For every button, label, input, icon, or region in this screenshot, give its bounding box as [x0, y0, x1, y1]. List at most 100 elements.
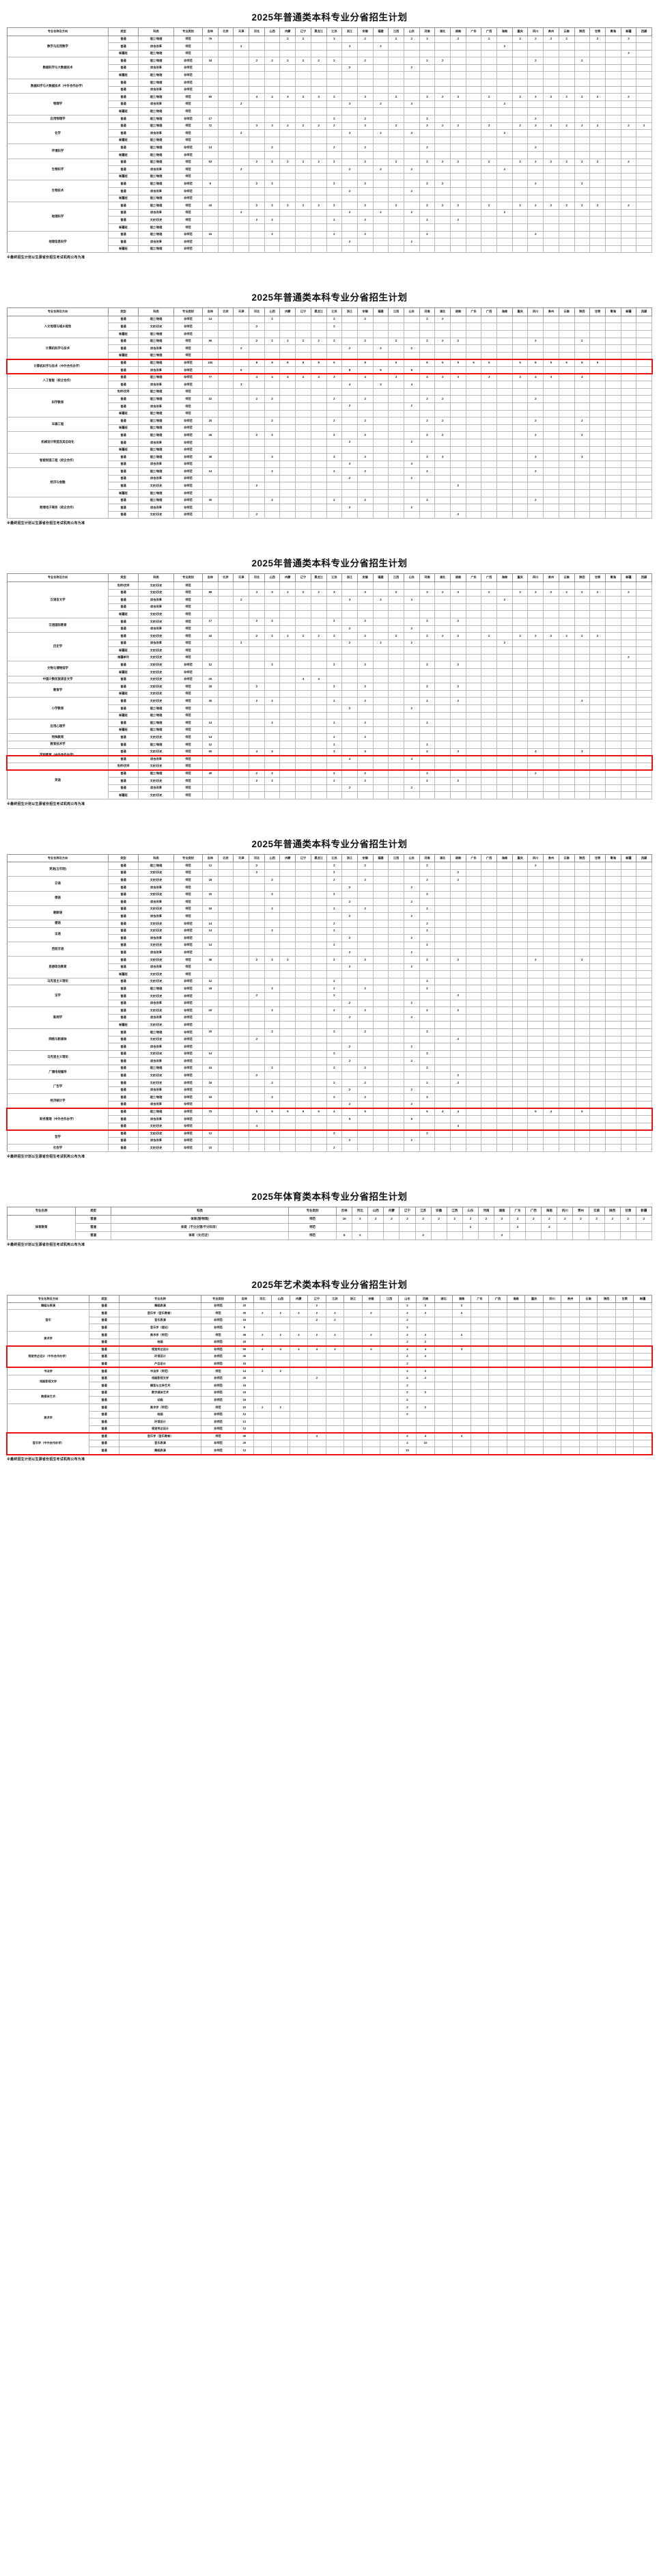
table-row[interactable]: 教育学 普通 文史/历史 师范 18 2 2 2 2 2	[7, 683, 652, 698]
table-row[interactable]: 新疆班 文史/历史 师范	[8, 610, 652, 618]
table-row[interactable]: 新疆班 理工/物理 师范	[8, 223, 652, 232]
table-row[interactable]: 新疆班 理工/物理 非师范	[8, 330, 652, 338]
table-row[interactable]: 普通 综合改革 非师范 2 2	[8, 504, 652, 512]
table-row[interactable]: 戏剧影视文学 普通 戏剧影视文学 非师范 20 2 2 2	[7, 1374, 652, 1390]
table-row[interactable]: 小学教育 普通 文史/历史 师范 30 2 2 2 2 2 2 2	[7, 697, 652, 720]
table-row[interactable]: 数媒体艺术 普通 数字媒体艺术 非师范 24 2 2	[7, 1388, 652, 1404]
table-row[interactable]: 普通 综合改革 师范 2 2	[8, 912, 652, 920]
table-row[interactable]: 经济与金融 普通 理工/物理 非师范 14 2 2 2 2 2	[7, 467, 652, 497]
table-row[interactable]: 美术学 普通 美术学（师范） 师范 36 2 2 2 2 2 2 2 2 2	[7, 1330, 652, 1347]
table-row[interactable]: 视觉传达设计（中外合作办学） 普通 视觉传达设计 非师范 50 4 4 4 4 3 4 4 4 3	[7, 1345, 652, 1368]
table-row[interactable]: 新疆班 理工/物理 非师范	[8, 71, 652, 80]
table-row[interactable]: 智能制造工程（校企合作） 普通 理工/物理 非师范 38 3 3 3 3 3 3 3	[7, 453, 652, 469]
table-row[interactable]: 数据科学与大数据技术（中外合作办学） 普通 理工/物理 非师范	[7, 79, 652, 94]
table-row[interactable]: 普通 文史/历史 非师范 2 2	[8, 510, 652, 519]
table-row[interactable]: 英语 免师/优师 文史/历史 师范	[7, 762, 652, 799]
table-row[interactable]: 中国少数民族语言文学 普通 文史/历史 非师范 20 4 4	[7, 675, 652, 684]
table-row[interactable]: 普通 综合改革 非师范 2 2	[8, 238, 652, 246]
table-row[interactable]: 新疆班 文史/历史 师范	[8, 791, 652, 799]
table-row[interactable]: 新疆班 文史/历史 师范	[8, 970, 652, 978]
table-row[interactable]: 普通 产品设计 非师范 15 2	[8, 1360, 652, 1368]
table-row[interactable]: 汉语言文学 免师/优师 文史/历史 师范	[7, 581, 652, 618]
table-row[interactable]: 地理信息科学 普通 理工/物理 非师范 16 2 2 2 2 2	[7, 230, 652, 254]
table-row[interactable]: 普通 综合改革 非师范 2 2	[8, 999, 652, 1008]
table-row[interactable]: 文物与博物馆学 普通 文史/历史 非师范 12 2 2 2 2 2	[7, 661, 652, 676]
table-row[interactable]: 财务管理（中外合作办学） 普通 理工/物理 非师范 75 5 5 5 5 5 4 5 5 4 4 5 4 5	[7, 1108, 652, 1131]
table-row[interactable]: 普通 文史/历史 师范 88 3 3 2 2 2 3 3 2 3 2 3 2 2 3 2 2 2 2 2	[8, 588, 652, 597]
table-row[interactable]: 新疆班 文史/历史 非师范	[8, 1021, 652, 1029]
table-row[interactable]: 普通 综合改革 非师范 2 2	[8, 187, 652, 195]
table-row[interactable]: 普通 文史/历史 非师范 2 2 2	[8, 991, 652, 1000]
table-row[interactable]: 人文地理与城乡规划 普通 理工/物理 非师范 14 2 2 2 2 2	[7, 315, 652, 338]
table-row[interactable]: 体育教育 普通 体育(理/物理) 师范 16 3 2 2 2 2 2 2 2 2 2 2 2 2 2 2 2 2 2 2	[7, 1215, 652, 1240]
table-row[interactable]: 法学 普通 理工/物理 非师范 18 2 2 2 2	[7, 985, 652, 1008]
table-row[interactable]: 车辆工程 普通 理工/物理 非师范 20 2 2 2 2 2 2 2	[7, 417, 652, 433]
table-row[interactable]: 普通 体育（不分文理/不分科目） 师范 2 2 2	[8, 1223, 652, 1232]
table-row[interactable]: 广播电视编导 普通 理工/物理 非师范 24 2 2 2 2	[7, 1064, 652, 1080]
table-row[interactable]: 新疆班 理工/物理 师范	[8, 172, 652, 181]
table-row[interactable]: 学前教育（中外合作办学） 普通 文史/历史 师范 60 4 4 3 4 4 3 4 3	[7, 748, 652, 763]
table-row[interactable]: 德语 普通 文史/历史 非师范 14 2 2	[7, 920, 652, 928]
table-row[interactable]: 物理学 普通 理工/物理 师范 60 4 4 3 3 3 2 3 2 3 2 3 2 2 3 2 2 2 2 2	[7, 93, 652, 116]
table-row[interactable]: 思想政治教育 普通 文史/历史 师范 36 2 2 2 2 2 2 2 2 2	[7, 955, 652, 978]
table-row[interactable]: 音乐 普通 音乐学（音乐教育） 师范 30 2 2 2 2 2 2 2 2 2	[7, 1309, 652, 1332]
table-row[interactable]: 新疆班 理工/物理 非师范	[8, 245, 652, 254]
table-row[interactable]: 日语 普通 文史/历史 师范 18 2 2 2 2 2	[7, 876, 652, 892]
table-row[interactable]: 跨境电子商务（校企合作） 普通 理工/物理 非师范 30 2 2 2 2 2	[7, 496, 652, 519]
table-row[interactable]: 新闻学 普通 文史/历史 非师范 20 2 2 2 2 2	[7, 1006, 652, 1029]
table-row[interactable]: 新疆班 理工/物理 师范	[8, 351, 652, 360]
table-row[interactable]: 新疆班 理工/物理 师范	[8, 711, 652, 720]
table-row[interactable]: 马克思主义理论 普通 文史/历史 非师范 12 2 2	[7, 977, 652, 986]
table-row[interactable]: 普通 理工/物理 师范 2 2	[8, 704, 652, 713]
table-row[interactable]: 普通 综合改革 非师范 2 2	[8, 64, 652, 72]
table-row[interactable]: 新疆班 理工/物理 非师范	[8, 424, 652, 433]
table-row[interactable]: 数据科学与大数据技术 普通 理工/物理 非师范 34 2 2 2 2 2 2 2 2 2 2 2	[7, 57, 652, 80]
table-row[interactable]: 普通 文史/历史 非师范 2 2	[8, 323, 652, 331]
table-row[interactable]: 数学与应用数学 普通 理工/物理 师范 76 2 2 3 2 2 2 3 2 2 2 2 2 2 2 3	[7, 35, 652, 58]
table-row[interactable]: 俄语 普通 文史/历史 师范 15 2 2 2	[7, 890, 652, 906]
table-row[interactable]: 机械设计制造及其自动化 普通 理工/物理 非师范 26 2 2 2 2 2 2 2 2	[7, 431, 652, 454]
table-row[interactable]: 新疆班 理工/物理 非师范	[8, 489, 652, 497]
table-row[interactable]: 计算机科学与技术 普通 理工/物理 师范 56 2 2 2 2 2 2 2 2 2 2 2 2 2	[7, 337, 652, 360]
table-row[interactable]: 普通 综合改革 师范 2 2	[8, 883, 652, 892]
table-row[interactable]: 普通 综合改革 师范 2 2 2 2 2	[8, 208, 652, 217]
table-row[interactable]: 应用物理学 普通 理工/物理 非师范 17 2 2 2 2	[7, 115, 652, 123]
table-row[interactable]: 新疆班 理工/物理 非师范	[8, 194, 652, 203]
table-row[interactable]: 应用心理学 普通 理工/物理 师范 14 2 2 2 2	[7, 719, 652, 735]
table-row[interactable]: 普通 综合改革 师范 2 3 2 3 2	[8, 596, 652, 604]
table-row[interactable]: 朝鲜语 普通 文史/历史 师范 16 2 2 2 2	[7, 905, 652, 921]
table-row[interactable]: 网络与新媒体 普通 理工/物理 非师范 20 2 2 2 2	[7, 1028, 652, 1051]
table-row[interactable]: 普通 绘画 非师范 12 2	[8, 1410, 652, 1419]
table-row[interactable]: 经济统计学 普通 理工/物理 非师范 16 2 2 2 2	[7, 1093, 652, 1109]
table-row[interactable]: 美术学 普通 美术学（师范） 师范 22 2 2 2 2	[7, 1403, 652, 1434]
table-row[interactable]: 普通 体育（文/历史） 师范 6 2 2 2	[8, 1231, 652, 1240]
table-row[interactable]: 普通 播音与主持艺术 非师范 16 2	[8, 1382, 652, 1390]
table-row[interactable]: 英语(五年制) 普通 理工/物理 师范 12 2 2 2 2 2	[7, 862, 652, 877]
table-row[interactable]: 科学教育 免师/优师 理工/物理 师范	[7, 387, 652, 418]
table-row[interactable]: 汉语国际教育 普通 文史/历史 师范 17 2 2 2 2 2 2	[7, 617, 652, 633]
table-row[interactable]: 马克思主义理论 普通 文史/历史 非师范 14 2 2	[7, 1050, 652, 1065]
table-row[interactable]: 新疆班 理工/物理 非师范	[8, 151, 652, 159]
table-row[interactable]: 新疆班 理工/物理 师范 3	[8, 49, 652, 58]
table-row[interactable]: 法语 普通 文史/历史 非师范 14 2 2 2	[7, 927, 652, 942]
table-row[interactable]: 西班牙语 普通 文史/历史 非师范 14 2 2	[7, 941, 652, 957]
table-row[interactable]: 普通 音乐学（理论） 非师范 8 2	[8, 1324, 652, 1332]
table-row[interactable]: 生物技术 普通 理工/物理 非师范 9 2 2 2 2 2 2 2 2	[7, 180, 652, 203]
table-row[interactable]: 普通 综合改革 非师范 2 2	[8, 438, 652, 447]
table-row[interactable]: 普通 综合改革 非师范 2 2	[8, 934, 652, 942]
table-row[interactable]: 生物科学 普通 理工/物理 师范 53 2 2 2 2 2 2 2 2 2 2 2 2 2 2 2 2 2 2 2	[7, 158, 652, 181]
table-row[interactable]: 普通 文史/历史 师范 2 2 2 2 2 2	[8, 216, 652, 224]
table-row[interactable]: 普通 综合改革 非师范 5 5	[8, 1115, 652, 1123]
table-row[interactable]: 特殊教育 普通 文史/历史 师范 13 2 2	[7, 733, 652, 741]
table-row[interactable]: 人工智能（校企合作） 普通 理工/物理 非师范 77 4 4 4 4 4 3 4 3 4 3 3 3 3 4 3 4	[7, 373, 652, 389]
table-row[interactable]: 普通 文史/历史 非师范 4 4	[8, 1122, 652, 1131]
table-row[interactable]: 普通 综合改革 师范 2 2	[8, 898, 652, 906]
table-row[interactable]: 计算机科学与技术（中外合作办学） 普通 理工/物理 非师范 150 8 8 8 8 8 5 8 5 8 5 5…	[7, 359, 652, 374]
table-row[interactable]: 普通 综合改革 师范 2 2	[8, 784, 652, 793]
table-row[interactable]: 教育技术学 普通 理工/物理 师范 12 2 2	[7, 741, 652, 749]
table-row[interactable]: 舞蹈与表演 普通 舞蹈表演 非师范 20 2 2 2 2	[7, 1302, 652, 1311]
table-row[interactable]: 南疆单列 文史/历史 师范 2	[8, 653, 652, 662]
table-row[interactable]: 广告学 普通 文史/历史 非师范 16 2 2 2 2 2	[7, 1079, 652, 1095]
table-row[interactable]: 普通 环境设计 非师范 30 4 4	[8, 1352, 652, 1361]
table-row[interactable]: 历史学 普通 文史/历史 师范 44 2 2 2 2 2 2 2 2 2 2 2 2 2 2 2 2 2 2	[7, 632, 652, 662]
